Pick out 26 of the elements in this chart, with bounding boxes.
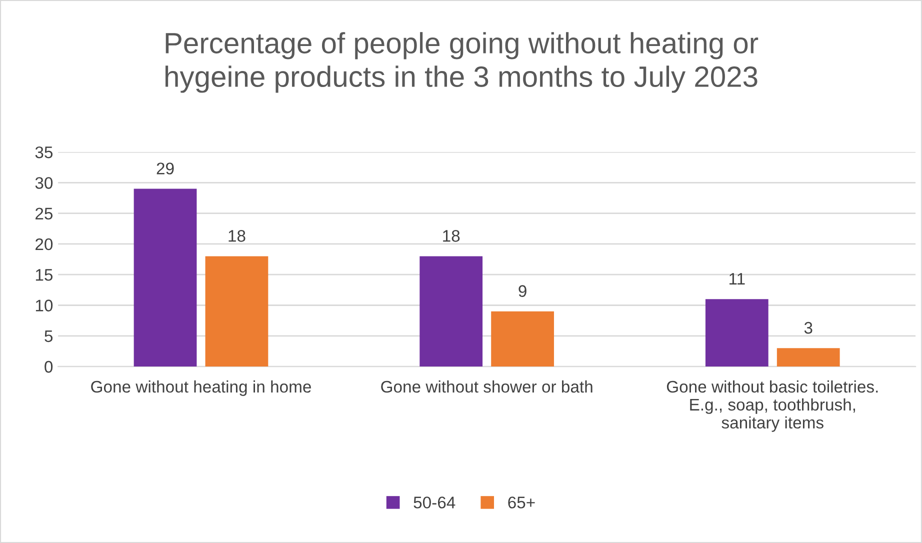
y-tick-label: 25 <box>36 208 53 220</box>
y-tick-label: 0 <box>44 360 53 373</box>
data-label: 9 <box>518 285 526 297</box>
bar <box>134 188 197 367</box>
bar <box>776 348 840 367</box>
y-tick-label: 30 <box>35 177 53 189</box>
x-tick-label: Gone without shower or bath <box>381 380 592 393</box>
data-label: 11 <box>730 273 745 285</box>
x-tick-label: Gone without heating in home <box>91 380 311 396</box>
bar <box>420 256 483 367</box>
legend-label: 65+ <box>508 496 535 508</box>
y-tick-label: 10 <box>36 300 53 312</box>
bar <box>705 299 768 367</box>
y-tick-label: 35 <box>35 146 53 158</box>
y-tick-label: 5 <box>44 330 53 342</box>
data-label: 18 <box>228 230 246 242</box>
bar <box>491 311 554 367</box>
data-label: 3 <box>804 322 812 334</box>
bar <box>205 256 268 367</box>
y-tick-label: 20 <box>36 238 53 250</box>
data-label: 18 <box>443 230 460 242</box>
legend-label: 50-64 <box>414 496 456 508</box>
x-tick-label: Gone without basic toiletries. E.g., soap, toothbrush, sanitary items <box>666 380 878 432</box>
chart-title: Percentage of people going without heating or hygeine products in the 3 months to July 2023 <box>166 32 758 93</box>
y-tick-label: 15 <box>36 269 53 281</box>
data-label: 29 <box>156 162 174 174</box>
